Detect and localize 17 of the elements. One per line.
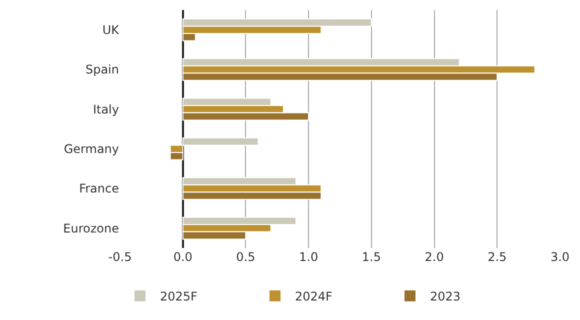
legend-label: 2024F <box>295 290 333 304</box>
x-tick-label: 2.5 <box>488 250 507 264</box>
y-tick-label: Spain <box>85 62 119 77</box>
y-tick-label: France <box>79 182 119 196</box>
y-tick-label: Germany <box>64 142 119 156</box>
x-tick-label: 3.0 <box>550 250 570 264</box>
legend-label: 2025F <box>160 290 198 304</box>
y-tick-label: Eurozone <box>63 221 119 236</box>
x-tick-label: -0.5 <box>108 250 132 264</box>
x-tick-label: 1.5 <box>362 250 381 264</box>
x-tick-label: 2.0 <box>424 250 444 264</box>
y-tick-label: Italy <box>92 102 119 116</box>
x-tick-label: 0.5 <box>236 250 256 264</box>
x-tick-label: 1.0 <box>299 250 318 264</box>
legend-label: 2023 <box>430 290 461 304</box>
y-tick-label: UK <box>102 23 120 38</box>
x-tick-label: 0.0 <box>173 250 192 264</box>
